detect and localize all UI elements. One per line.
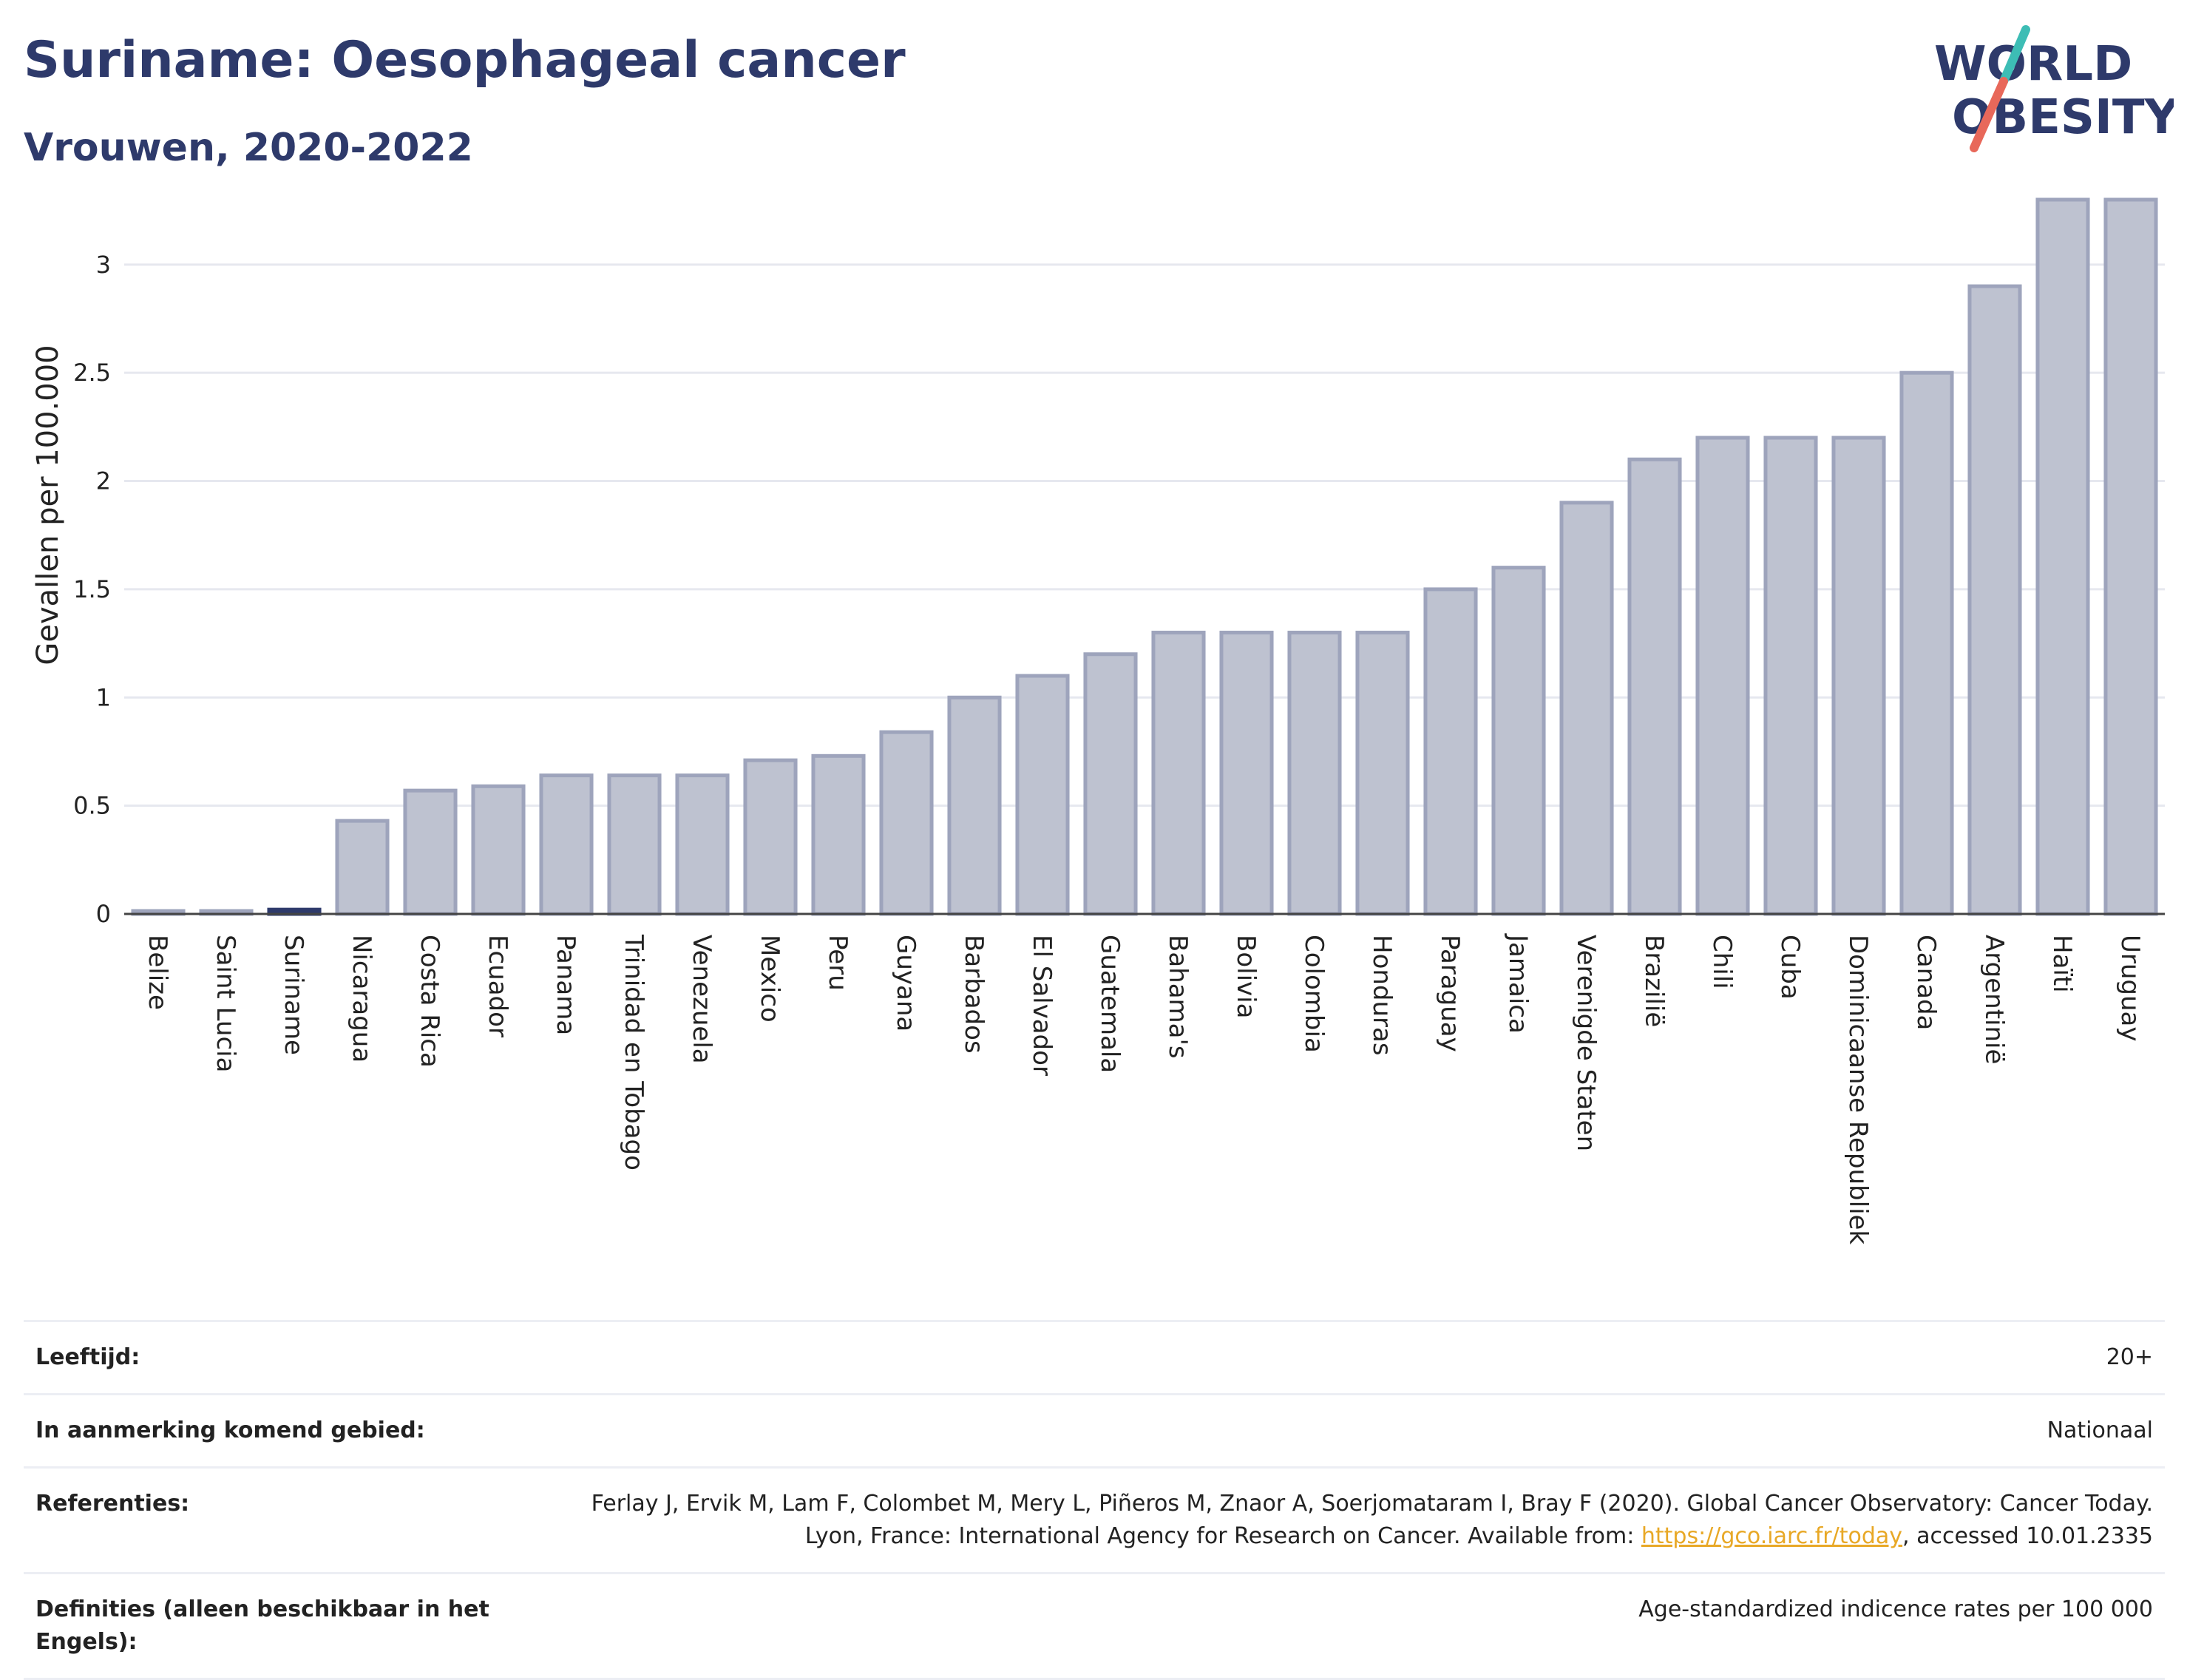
info-value: 20+ (521, 1320, 2165, 1395)
x-tick-label: Bolivia (1231, 935, 1261, 1018)
info-row-age: Leeftijd: 20+ (24, 1320, 2165, 1395)
x-tick-label: Costa Rica (415, 935, 444, 1068)
info-row-references: Referenties: Ferlay J, Ervik M, Lam F, C… (24, 1466, 2165, 1574)
x-tick-label: Haïti (2047, 935, 2077, 993)
bar (811, 753, 866, 916)
bar (403, 788, 458, 916)
x-tick-label: Dominicaanse Republiek (1843, 935, 1873, 1244)
bar (1151, 630, 1206, 916)
bar (743, 758, 798, 916)
y-axis-title: Gevallen per 100.000 (31, 345, 65, 665)
bar (539, 773, 594, 916)
y-tick-label: 2 (96, 467, 111, 495)
reference-text: Ferlay J, Ervik M, Lam F, Colombet M, Me… (591, 1491, 2153, 1549)
x-tick-label: Jamaica (1503, 933, 1533, 1034)
logo-line1: WORLD (1934, 37, 2132, 92)
info-row-definitions: Definities (alleen beschikbaar in het En… (24, 1572, 2165, 1680)
chart-title: Suriname: Oesophageal cancer (24, 31, 906, 89)
x-tick-label: Guatemala (1095, 935, 1125, 1073)
x-tick-label: Brazilië (1639, 935, 1669, 1027)
bar (1287, 630, 1342, 916)
bar (1355, 630, 1410, 916)
info-key: Definities (alleen beschikbaar in het En… (24, 1572, 521, 1680)
bar (947, 695, 1002, 916)
logo-accent-coral (1970, 77, 2008, 152)
x-tick-label: Paraguay (1435, 935, 1465, 1052)
x-tick-label: Cuba (1775, 935, 1805, 1000)
bar (1967, 284, 2022, 916)
info-value: Age-standardized indicence rates per 100… (521, 1572, 2165, 1680)
x-tick-label: Mexico (755, 935, 784, 1023)
x-tick-label: Panama (551, 935, 580, 1035)
bar (1015, 674, 1070, 916)
x-tick-label: Canada (1911, 935, 1941, 1030)
y-tick-label: 1.5 (73, 575, 111, 603)
y-tick-label: 2.5 (73, 359, 111, 387)
x-tick-label: Verenigde Staten (1571, 935, 1601, 1151)
x-tick-label: Argentinië (1979, 935, 2009, 1064)
x-tick-label: Trinidad en Tobago (619, 934, 648, 1171)
info-value: Ferlay J, Ervik M, Lam F, Colombet M, Me… (521, 1466, 2165, 1574)
x-tick-label: Belize (143, 935, 172, 1010)
info-key: Referenties: (24, 1466, 521, 1574)
y-tick-label: 1 (96, 683, 111, 711)
x-tick-label: Barbados (959, 935, 989, 1054)
x-tick-label: Peru (823, 935, 852, 991)
bar (335, 819, 390, 916)
bar (879, 730, 934, 916)
y-tick-label: 3 (96, 251, 111, 279)
chart-subtitle: Vrouwen, 2020-2022 (24, 126, 473, 170)
info-value: Nationaal (521, 1393, 2165, 1468)
bar (1695, 436, 1750, 916)
bar (2103, 197, 2158, 916)
bar (1627, 457, 1682, 916)
bar (2035, 197, 2090, 916)
bar (471, 784, 526, 916)
bar (1831, 436, 1886, 916)
x-tick-label: Chili (1707, 935, 1737, 989)
bar (607, 773, 662, 916)
info-row-area: In aanmerking komend gebied: Nationaal (24, 1393, 2165, 1468)
x-tick-label: Uruguay (2115, 935, 2145, 1042)
bar (675, 773, 730, 916)
x-tick-label: Bahama's (1163, 935, 1193, 1059)
info-key: In aanmerking komend gebied: (24, 1393, 521, 1468)
y-tick-label: 0.5 (73, 792, 111, 820)
bar (1559, 501, 1614, 916)
info-key: Leeftijd: (24, 1320, 521, 1395)
x-tick-label: Honduras (1367, 935, 1397, 1056)
x-tick-label: Saint Lucia (211, 935, 240, 1072)
bar (1423, 587, 1478, 916)
x-tick-label: Venezuela (687, 935, 716, 1064)
info-table: Leeftijd: 20+ In aanmerking komend gebie… (24, 1320, 2165, 1680)
bar (1491, 566, 1546, 916)
bar (1763, 436, 1818, 916)
x-tick-label: Nicaragua (347, 935, 376, 1063)
x-tick-label: Ecuador (483, 935, 512, 1037)
bar (1083, 652, 1138, 916)
x-tick-label: Suriname (279, 935, 308, 1055)
x-tick-label: El Salvador (1027, 935, 1057, 1076)
x-tick-label: Guyana (891, 935, 920, 1032)
logo-accent-teal (1999, 25, 2030, 86)
reference-link[interactable]: https://gco.iarc.fr/today (1641, 1523, 1903, 1549)
bar-chart: 0 0.5 1 1.5 2 2.5 3 Belize Saint Lucia Suriname Ni… (31, 197, 2165, 1244)
bar (1899, 370, 1954, 916)
y-tick-label: 0 (96, 900, 111, 928)
bar (1219, 630, 1274, 916)
reference-accessed: , accessed 10.01.2335 (1902, 1523, 2153, 1549)
world-obesity-logo: WORLD OBESITY (1934, 25, 2174, 152)
x-tick-label: Colombia (1299, 935, 1329, 1053)
